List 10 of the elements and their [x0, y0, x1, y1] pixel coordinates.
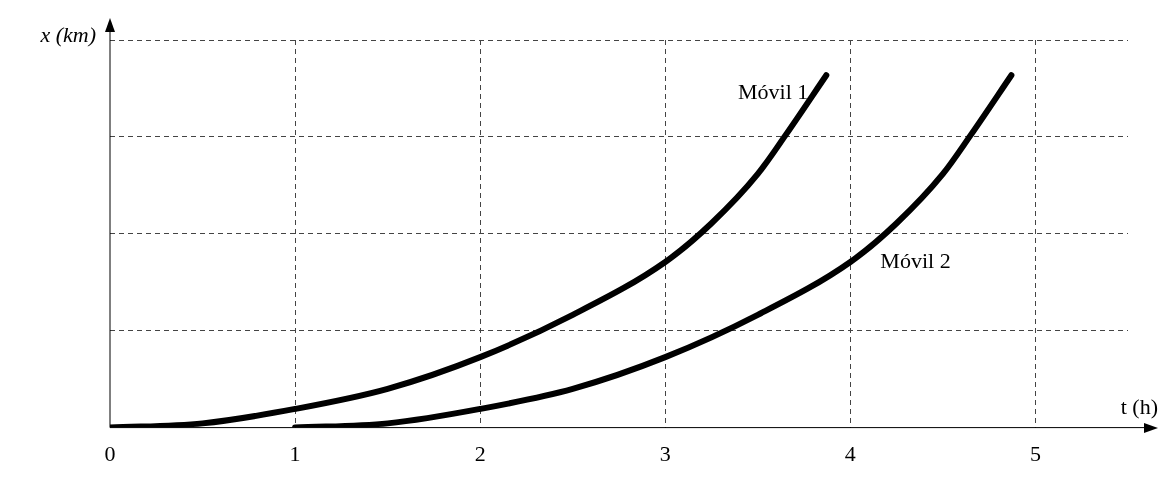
x-tick-label: 2	[474, 440, 486, 466]
y-axis-title: x (km)	[39, 21, 96, 47]
x-tick-label: 4	[844, 440, 856, 466]
x-tick-label: 1	[289, 440, 301, 466]
x-tick-label: 3	[659, 440, 671, 466]
series-label: Móvil 2	[880, 247, 951, 273]
x-tick-label: 5	[1029, 440, 1041, 466]
x-tick-label: 0	[104, 440, 116, 466]
x-axis-title: t (h)	[1120, 394, 1158, 420]
series-label: Móvil 1	[738, 79, 809, 105]
